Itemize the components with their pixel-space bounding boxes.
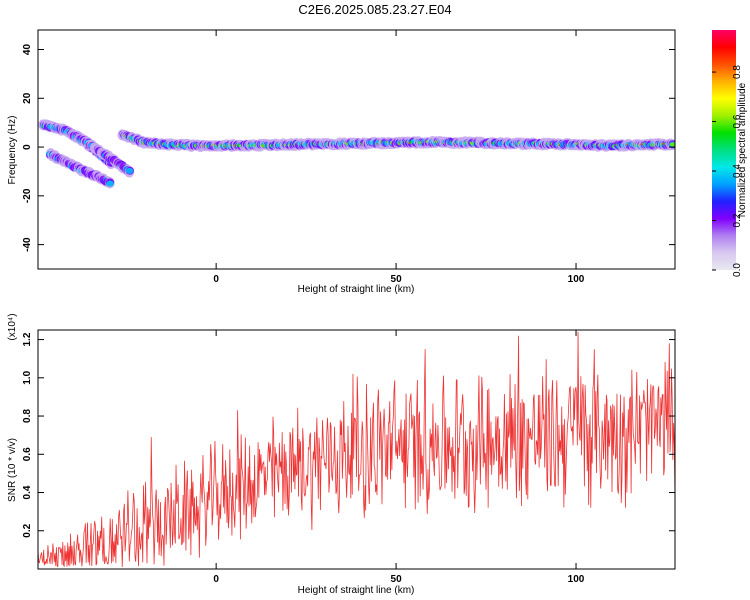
x-tick-label: 100 xyxy=(568,274,585,285)
y-tick-label: 20 xyxy=(22,92,33,104)
y-tick-label: 40 xyxy=(22,44,33,56)
heatmap-cell xyxy=(125,167,134,174)
snr-frame xyxy=(37,329,676,570)
colorbar-label: Normalized spectral amplitude xyxy=(737,82,748,217)
snr-y-multiplier: (x10⁴) xyxy=(7,313,18,340)
x-tick-label: 0 xyxy=(213,574,219,585)
y-tick-label: 0.4 xyxy=(22,485,33,499)
snr-y-axis-label: SNR (10 * v/v) xyxy=(7,438,18,502)
y-tick-label: 1.0 xyxy=(22,370,33,384)
spectrogram-frame xyxy=(37,29,676,270)
x-tick-label: 0 xyxy=(213,274,219,285)
colorbar: 0.0 0.2 0.4 0.6 0.8 Normalized spectral ampl… xyxy=(712,30,748,277)
colorbar-gradient xyxy=(712,30,736,270)
spectrogram-y-axis-label: Frequency (Hz) xyxy=(7,116,18,185)
heatmap-cell xyxy=(106,180,114,187)
page-title: C2E6.2025.085.23.27.E04 xyxy=(298,2,452,17)
y-tick-label: 0.8 xyxy=(22,409,33,423)
y-tick-label: -20 xyxy=(22,188,33,203)
x-tick-label: 50 xyxy=(391,274,403,285)
x-tick-label: 50 xyxy=(391,574,403,585)
spectrogram-heatmap xyxy=(38,119,675,189)
colorbar-tick-label: 0.0 xyxy=(732,263,743,277)
spectrogram-panel: 0 50 100 -40 -20 0 20 40 Height of straight lin… xyxy=(7,29,676,295)
colorbar-tick-label: 0.6 xyxy=(732,114,743,128)
snr-ticks: 0 50 100 0.2 0.4 0.6 0.8 1.0 1.2 xyxy=(22,330,675,585)
y-tick-label: 0 xyxy=(22,144,33,150)
y-tick-label: 1.2 xyxy=(22,332,33,346)
snr-panel: 0 50 100 0.2 0.4 0.6 0.8 1.0 1.2 Height of strai… xyxy=(7,313,676,596)
colorbar-tick-label: 0.8 xyxy=(732,65,743,79)
snr-series-line xyxy=(38,331,675,568)
x-tick-label: 100 xyxy=(568,574,585,585)
spectrogram-x-axis-label: Height of straight line (km) xyxy=(298,284,415,295)
colorbar-tick-label: 0.2 xyxy=(732,213,743,227)
y-tick-label: -40 xyxy=(22,237,33,252)
y-tick-label: 0.2 xyxy=(22,523,33,537)
snr-x-axis-label: Height of straight line (km) xyxy=(298,585,415,596)
heatmap-cell xyxy=(669,142,675,147)
colorbar-ticks: 0.0 0.2 0.4 0.6 0.8 xyxy=(712,65,743,277)
y-tick-label: 0.6 xyxy=(22,447,33,461)
spectrogram-ticks: 0 50 100 -40 -20 0 20 40 xyxy=(22,30,675,285)
colorbar-tick-label: 0.4 xyxy=(732,164,743,178)
